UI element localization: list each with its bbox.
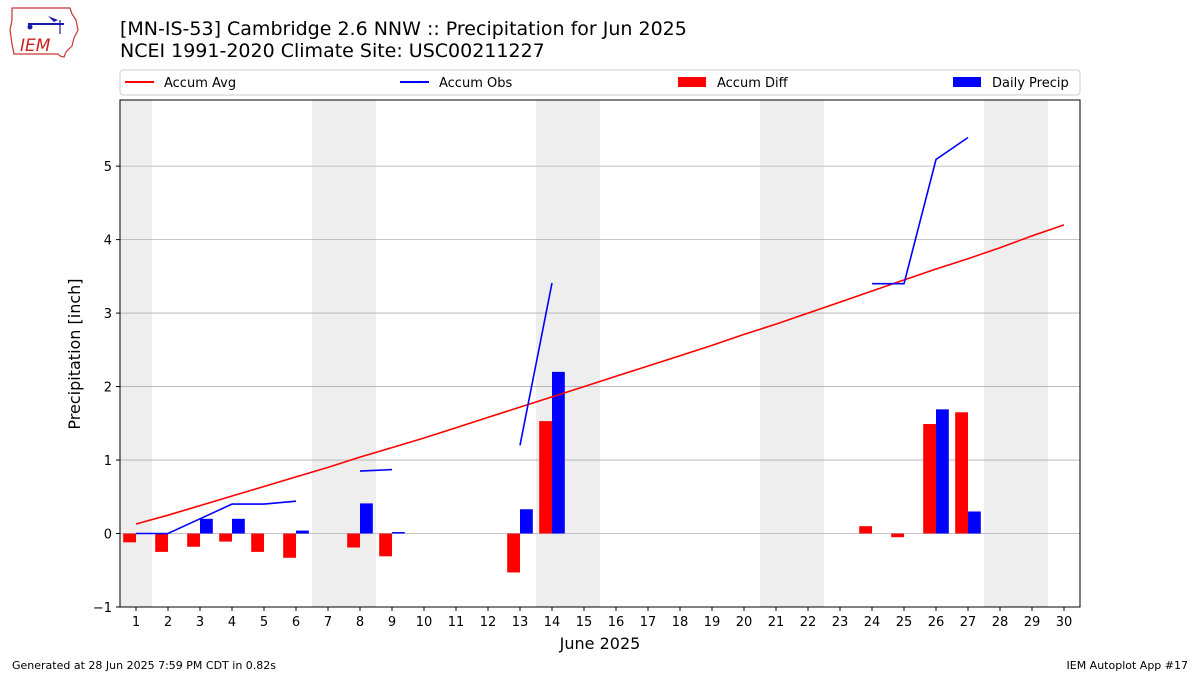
plot-frame xyxy=(119,99,1081,608)
diff-bar-9 xyxy=(379,533,392,557)
x-tick-label-29: 29 xyxy=(1024,615,1041,630)
series-lines xyxy=(135,136,1065,535)
x-tick-label-28: 28 xyxy=(992,615,1009,630)
diff-bar-5 xyxy=(251,533,264,552)
legend-swatch-3 xyxy=(678,77,706,87)
daily-bar-14 xyxy=(552,371,565,534)
diff-bar-25 xyxy=(891,533,904,538)
x-tick-label-11: 11 xyxy=(448,615,465,630)
daily-bar-26 xyxy=(936,409,949,534)
x-tick-label-18: 18 xyxy=(672,615,689,630)
x-tick-label-20: 20 xyxy=(736,615,753,630)
accum-obs-line-1 xyxy=(136,500,297,535)
x-tick-label-9: 9 xyxy=(388,615,396,630)
diff-bar-2 xyxy=(155,533,168,552)
weekend-bands xyxy=(120,100,1048,607)
legend-label-4: Daily Precip xyxy=(992,76,1069,91)
bars xyxy=(123,371,981,573)
legend: Accum Avg Accum Obs Accum Diff Daily Precip xyxy=(119,69,1081,96)
x-tick-label-13: 13 xyxy=(512,615,529,630)
weekend-band-22 xyxy=(792,100,824,607)
x-tick-label-12: 12 xyxy=(480,615,497,630)
legend-label-3: Accum Diff xyxy=(717,76,789,91)
footer-app: IEM Autoplot App #17 xyxy=(1067,659,1189,672)
x-tick-label-19: 19 xyxy=(704,615,721,630)
x-tick-label-24: 24 xyxy=(864,615,881,630)
y-axis-ticks: −1 0 1 2 3 4 5 xyxy=(93,160,120,616)
y-tick-label-4: 4 xyxy=(104,234,112,249)
diff-bar-6 xyxy=(283,533,296,558)
daily-bar-13 xyxy=(520,509,533,534)
daily-bar-9 xyxy=(392,532,405,534)
diff-bar-3 xyxy=(187,533,200,547)
legend-label-1: Accum Avg xyxy=(164,76,236,91)
accum-avg-line xyxy=(135,224,1065,525)
accum-obs-line-3 xyxy=(519,282,553,446)
x-tick-label-26: 26 xyxy=(928,615,945,630)
x-tick-label-27: 27 xyxy=(960,615,977,630)
iowa-map-outline xyxy=(9,7,79,58)
legend-frame xyxy=(119,69,1081,96)
daily-bar-6 xyxy=(296,530,309,534)
x-tick-label-21: 21 xyxy=(768,615,785,630)
legend-label-2: Accum Obs xyxy=(439,76,512,91)
x-axis-ticks: 1 2 3 4 5 6 7 8 9 10 11 12 13 14 15 16 17 18 19 20 21 22 23 24 2… xyxy=(132,607,1072,630)
x-tick-label-14: 14 xyxy=(544,615,561,630)
x-tick-label-16: 16 xyxy=(608,615,625,630)
x-tick-label-6: 6 xyxy=(292,615,300,630)
accum-obs-line-4 xyxy=(872,136,969,285)
daily-bar-3 xyxy=(200,518,213,534)
x-tick-label-15: 15 xyxy=(576,615,593,630)
x-tick-label-8: 8 xyxy=(356,615,364,630)
x-tick-label-10: 10 xyxy=(416,615,433,630)
y-tick-label-3: 3 xyxy=(104,307,112,322)
x-tick-label-25: 25 xyxy=(896,615,913,630)
x-tick-label-17: 17 xyxy=(640,615,657,630)
x-tick-label-7: 7 xyxy=(324,615,332,630)
weekend-band-15 xyxy=(568,100,600,607)
diff-bar-8 xyxy=(347,533,360,548)
weekend-band-7 xyxy=(312,100,344,607)
legend-swatch-4 xyxy=(953,77,981,87)
diff-bar-14 xyxy=(539,421,552,534)
daily-bar-4 xyxy=(232,518,245,534)
y-tick-label--1: −1 xyxy=(93,601,112,616)
y-tick-label-0: 0 xyxy=(104,528,112,543)
daily-bar-27 xyxy=(968,511,981,534)
accum-obs-line-2 xyxy=(359,468,393,472)
weekend-band-1 xyxy=(120,100,152,607)
diff-bar-4 xyxy=(219,533,232,542)
diff-bar-27 xyxy=(955,412,968,534)
x-tick-label-2: 2 xyxy=(164,615,172,630)
x-tick-label-22: 22 xyxy=(800,615,817,630)
x-tick-label-1: 1 xyxy=(132,615,140,630)
weekend-band-21 xyxy=(760,100,792,607)
x-tick-label-30: 30 xyxy=(1056,615,1073,630)
x-axis-label: June 2025 xyxy=(559,634,641,653)
x-tick-label-4: 4 xyxy=(228,615,236,630)
iem-logo: IEM xyxy=(9,7,79,58)
y-tick-label-1: 1 xyxy=(104,454,112,469)
y-tick-label-5: 5 xyxy=(104,160,112,175)
chart-title: [MN-IS-53] Cambridge 2.6 NNW :: Precipit… xyxy=(120,18,687,40)
diff-bar-1 xyxy=(123,533,136,543)
footer-generated: Generated at 28 Jun 2025 7:59 PM CDT in … xyxy=(12,659,276,672)
x-tick-label-3: 3 xyxy=(196,615,204,630)
daily-bar-8 xyxy=(360,503,373,534)
weekend-band-28 xyxy=(984,100,1016,607)
logo-text: IEM xyxy=(20,36,51,56)
diff-bar-24 xyxy=(859,526,872,534)
weekend-band-29 xyxy=(1016,100,1048,607)
x-tick-label-5: 5 xyxy=(260,615,268,630)
chart-subtitle: NCEI 1991-2020 Climate Site: USC00211227 xyxy=(120,40,545,62)
y-tick-label-2: 2 xyxy=(104,381,112,396)
y-axis-label: Precipitation [inch] xyxy=(65,278,84,429)
diff-bar-26 xyxy=(923,424,936,534)
diff-bar-13 xyxy=(507,533,520,573)
x-tick-label-23: 23 xyxy=(832,615,849,630)
